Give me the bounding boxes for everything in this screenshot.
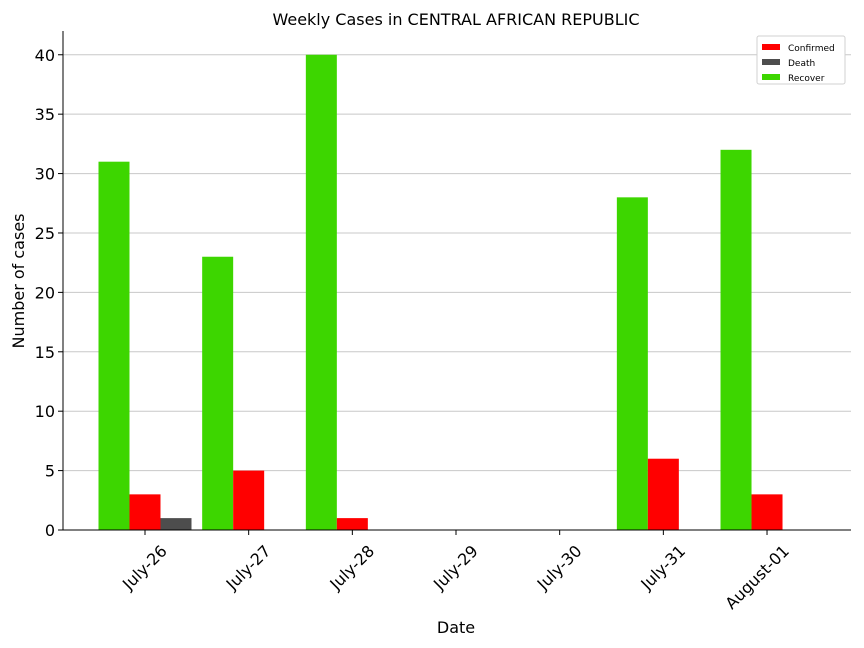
x-tick-label: July-27 <box>222 541 275 594</box>
bar-recover <box>305 54 337 531</box>
bar-confirmed <box>751 494 783 530</box>
y-tick-label: 15 <box>35 343 55 362</box>
x-axis-label: Date <box>437 618 475 637</box>
chart-title: Weekly Cases in CENTRAL AFRICAN REPUBLIC <box>272 10 639 29</box>
y-ticks: 0 5 10 15 20 25 30 35 40 <box>35 46 63 540</box>
y-axis-label: Number of cases <box>9 214 28 349</box>
bar-confirmed <box>336 518 368 530</box>
grid <box>63 54 851 472</box>
legend-swatch-confirmed <box>762 44 780 50</box>
x-tick-label: July-29 <box>429 541 482 594</box>
x-ticks: July-26 July-27 July-28 July-29 July-30 July-… <box>118 530 793 613</box>
bar-confirmed <box>647 458 679 530</box>
x-tick-label: July-28 <box>325 541 378 594</box>
legend-label-confirmed: Confirmed <box>788 44 835 54</box>
x-tick-label: July-26 <box>118 541 171 594</box>
bar-recover <box>720 149 752 531</box>
legend-label-death: Death <box>788 59 815 69</box>
y-tick-label: 20 <box>35 283 55 302</box>
y-tick-label: 30 <box>35 165 55 184</box>
legend: Confirmed Death Recover <box>756 35 846 85</box>
y-tick-label: 25 <box>35 224 55 243</box>
bar-confirmed <box>129 494 161 530</box>
bar-recover <box>616 197 648 531</box>
legend-swatch-recover <box>762 74 780 80</box>
x-tick-label: July-31 <box>636 541 689 594</box>
x-tick-label: July-30 <box>533 541 586 594</box>
y-tick-label: 10 <box>35 402 55 421</box>
y-tick-label: 40 <box>35 46 55 65</box>
bar-recover <box>98 161 130 530</box>
bars <box>98 54 783 531</box>
legend-swatch-death <box>762 59 780 65</box>
legend-label-recover: Recover <box>788 74 825 84</box>
bar-death <box>160 518 192 530</box>
y-tick-label: 5 <box>45 462 55 481</box>
bar-recover <box>202 256 234 530</box>
bar-confirmed <box>233 470 265 530</box>
y-tick-label: 35 <box>35 105 55 124</box>
y-tick-label: 0 <box>45 521 55 540</box>
x-tick-label: August-01 <box>721 541 793 613</box>
